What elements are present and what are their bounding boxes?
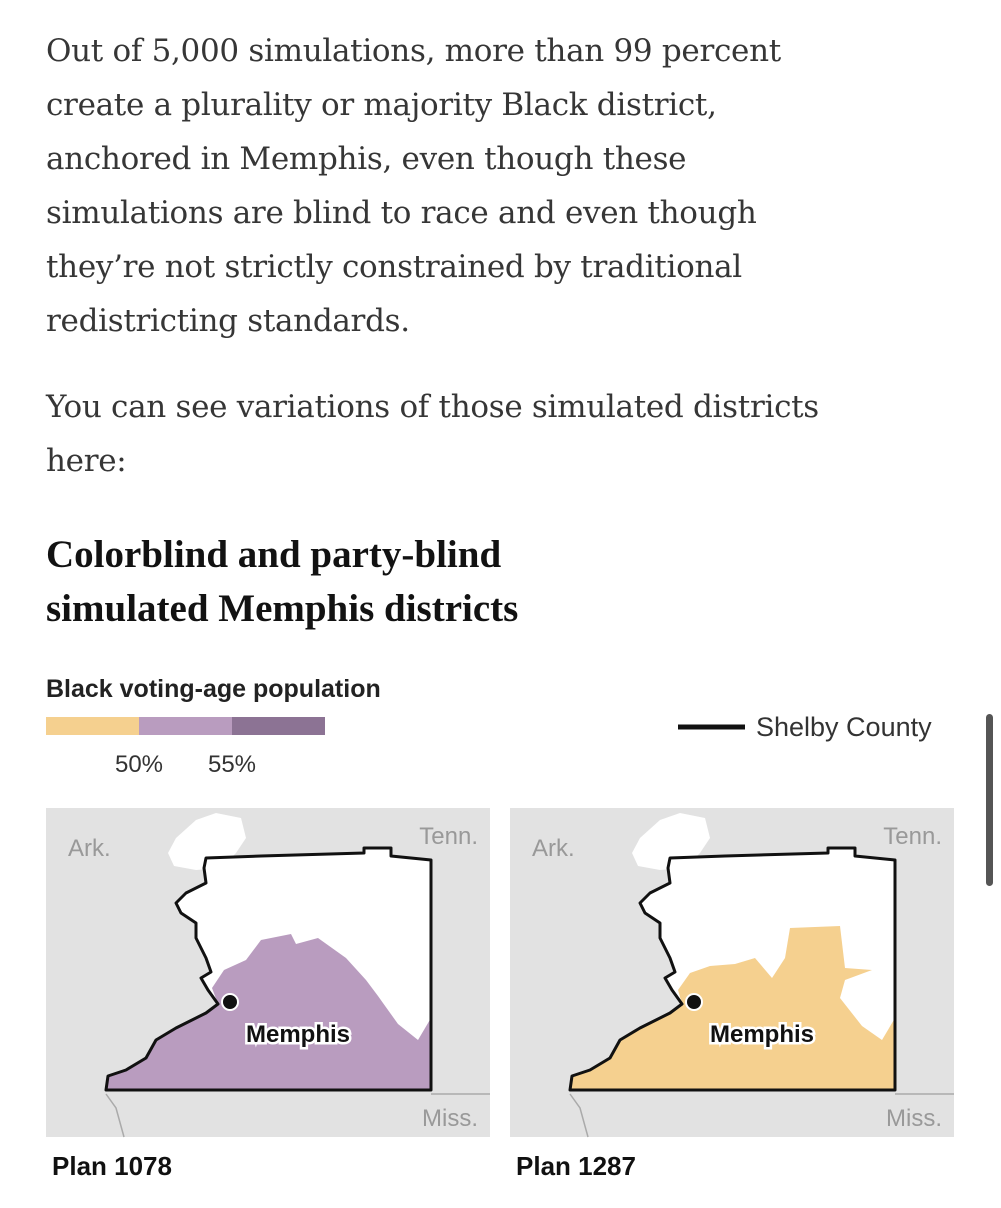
state-label: Tenn. (883, 823, 942, 850)
city-label: Memphis (246, 1021, 350, 1048)
key-label: Shelby County (756, 712, 932, 742)
river (168, 813, 246, 870)
text-line: they’re not strictly constrained by trad… (46, 249, 742, 285)
state-label: Miss. (886, 1105, 942, 1132)
legend-title: Black voting-age population (46, 675, 381, 703)
map-caption: Plan 1287 (516, 1151, 636, 1181)
paragraph: Out of 5,000 simulations, more than 99 p… (46, 24, 781, 348)
map: Ark. Tenn. Miss. Memphis Plan 1078 (46, 808, 490, 1181)
legend-tick-label: 55% (208, 751, 256, 778)
state-line (569, 1093, 954, 1138)
state-label: Ark. (68, 835, 111, 862)
district (106, 934, 431, 1090)
city-label: Memphis (710, 1021, 814, 1048)
text-line: Out of 5,000 simulations, more than 99 p… (46, 33, 781, 69)
map-caption: Plan 1078 (52, 1151, 172, 1181)
legend-tick-label: 50% (115, 751, 163, 778)
county-outline (104, 846, 433, 1092)
text-line: here: (46, 443, 127, 479)
title-line: Colorblind and party-blind (46, 533, 502, 576)
city-dot (685, 993, 703, 1011)
text-line: anchored in Memphis, even though these (46, 141, 687, 177)
text-line: redistricting standards. (46, 303, 410, 339)
graphic-title: Colorblind and party-blind simulated Memp… (46, 528, 518, 636)
river (632, 813, 710, 870)
legend-swatch (139, 717, 232, 735)
map: Ark. Tenn. Miss. Memphis Plan 1287 (510, 808, 954, 1181)
state-label: Ark. (532, 835, 575, 862)
state-label: Miss. (422, 1105, 478, 1132)
county-outline (568, 846, 897, 1092)
text-line: simulations are blind to race and even t… (46, 195, 757, 231)
paragraph: You can see variations of those simulate… (46, 380, 819, 488)
state-label: Tenn. (419, 823, 478, 850)
legend-swatch (46, 717, 139, 735)
city-dot (221, 993, 239, 1011)
title-line: simulated Memphis districts (46, 587, 519, 630)
district (570, 926, 895, 1090)
scrollbar (986, 714, 993, 886)
text-line: create a plurality or majority Black dis… (46, 87, 717, 123)
legend: Black voting-age population Shelby Count… (46, 675, 932, 778)
text-line: You can see variations of those simulate… (46, 389, 819, 425)
state-line (105, 1093, 490, 1138)
legend-swatch (232, 717, 325, 735)
